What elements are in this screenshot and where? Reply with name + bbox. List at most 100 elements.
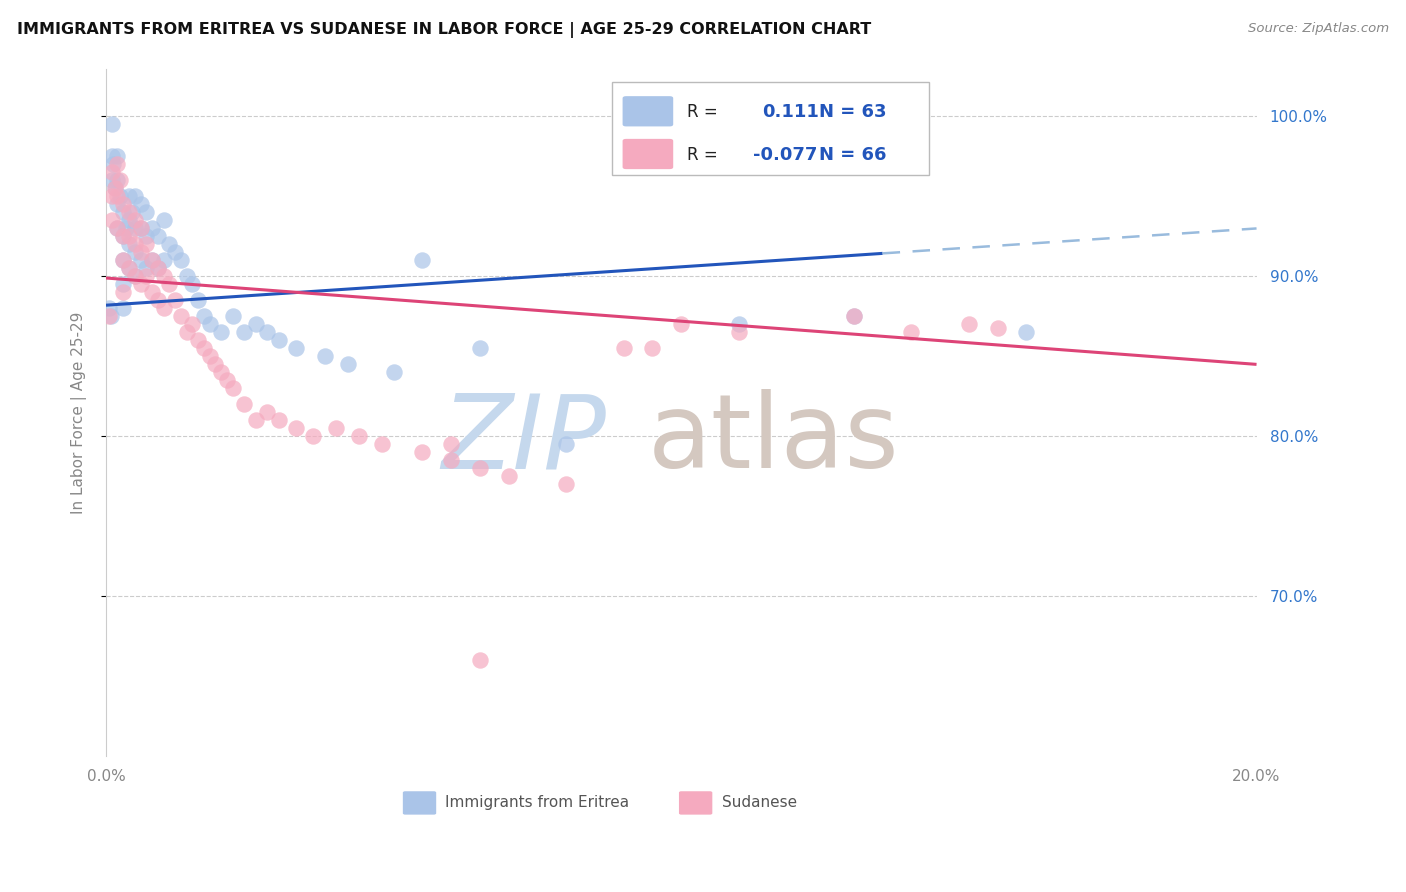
Point <box>107 221 129 235</box>
Point <box>112 205 135 219</box>
Point <box>118 229 141 244</box>
Point <box>124 237 146 252</box>
Point <box>107 157 129 171</box>
Point <box>107 197 129 211</box>
Point <box>555 477 578 491</box>
Point <box>256 326 278 340</box>
Point <box>112 301 135 316</box>
Point <box>440 453 463 467</box>
Point <box>245 318 267 332</box>
Point <box>100 189 122 203</box>
Point <box>135 237 157 252</box>
Point <box>215 373 238 387</box>
Point <box>152 213 174 227</box>
Point <box>371 437 394 451</box>
Point <box>382 365 405 379</box>
Point <box>129 221 152 235</box>
Point <box>152 269 174 284</box>
Point <box>198 350 221 364</box>
Point <box>314 350 336 364</box>
Point <box>727 318 749 332</box>
Point <box>1015 326 1038 340</box>
Point <box>170 310 193 324</box>
Point <box>284 421 307 435</box>
Point <box>124 221 146 235</box>
Point <box>141 285 163 300</box>
Point <box>152 253 174 268</box>
Point <box>97 301 120 316</box>
Point <box>112 285 135 300</box>
Text: Source: ZipAtlas.com: Source: ZipAtlas.com <box>1249 22 1389 36</box>
Point <box>209 365 232 379</box>
Point <box>112 253 135 268</box>
Point <box>118 237 141 252</box>
Point <box>124 213 146 227</box>
Point <box>256 405 278 419</box>
Point <box>129 253 152 268</box>
Point <box>146 293 169 308</box>
Point <box>107 189 129 203</box>
Point <box>146 229 169 244</box>
Point <box>100 118 122 132</box>
Y-axis label: In Labor Force | Age 25-29: In Labor Force | Age 25-29 <box>72 311 87 514</box>
Text: atlas: atlas <box>647 389 900 491</box>
Point <box>181 277 204 292</box>
Point <box>112 229 135 244</box>
FancyBboxPatch shape <box>623 139 673 169</box>
Point <box>411 253 433 268</box>
Point <box>613 342 636 356</box>
Point <box>163 293 186 308</box>
Point <box>107 149 129 163</box>
Point <box>221 310 243 324</box>
Point <box>129 277 152 292</box>
Point <box>209 326 232 340</box>
Point <box>157 277 180 292</box>
Point <box>671 318 693 332</box>
Text: -0.077: -0.077 <box>752 145 817 164</box>
Point <box>325 421 347 435</box>
Point <box>176 326 198 340</box>
Point <box>163 245 186 260</box>
Text: R =: R = <box>688 103 718 121</box>
Point <box>112 253 135 268</box>
Point <box>121 205 143 219</box>
Point <box>641 342 664 356</box>
Point <box>233 326 256 340</box>
Point <box>124 269 146 284</box>
Point <box>842 310 865 324</box>
Text: R =: R = <box>688 145 718 164</box>
Point <box>141 221 163 235</box>
Point <box>555 437 578 451</box>
Point <box>129 197 152 211</box>
Point <box>101 157 124 171</box>
Point <box>198 318 221 332</box>
Point <box>187 293 209 308</box>
Point <box>727 326 749 340</box>
Point <box>112 277 135 292</box>
Point <box>124 189 146 203</box>
Point <box>115 221 138 235</box>
Point <box>118 189 141 203</box>
FancyBboxPatch shape <box>679 791 713 814</box>
Text: 0.111: 0.111 <box>762 103 818 121</box>
Point <box>97 310 120 324</box>
Point <box>233 397 256 411</box>
Point <box>141 253 163 268</box>
Point <box>336 357 359 371</box>
Point <box>104 181 127 195</box>
Point <box>987 320 1010 334</box>
Point <box>112 197 135 211</box>
Point <box>157 237 180 252</box>
Point <box>411 445 433 459</box>
Point <box>112 229 135 244</box>
Point <box>842 310 865 324</box>
Point <box>100 149 122 163</box>
Point <box>900 326 922 340</box>
Point <box>187 334 209 348</box>
Point <box>193 310 215 324</box>
Point <box>498 469 520 483</box>
Point <box>129 221 152 235</box>
Point <box>124 245 146 260</box>
Point <box>129 245 152 260</box>
Point <box>146 261 169 276</box>
